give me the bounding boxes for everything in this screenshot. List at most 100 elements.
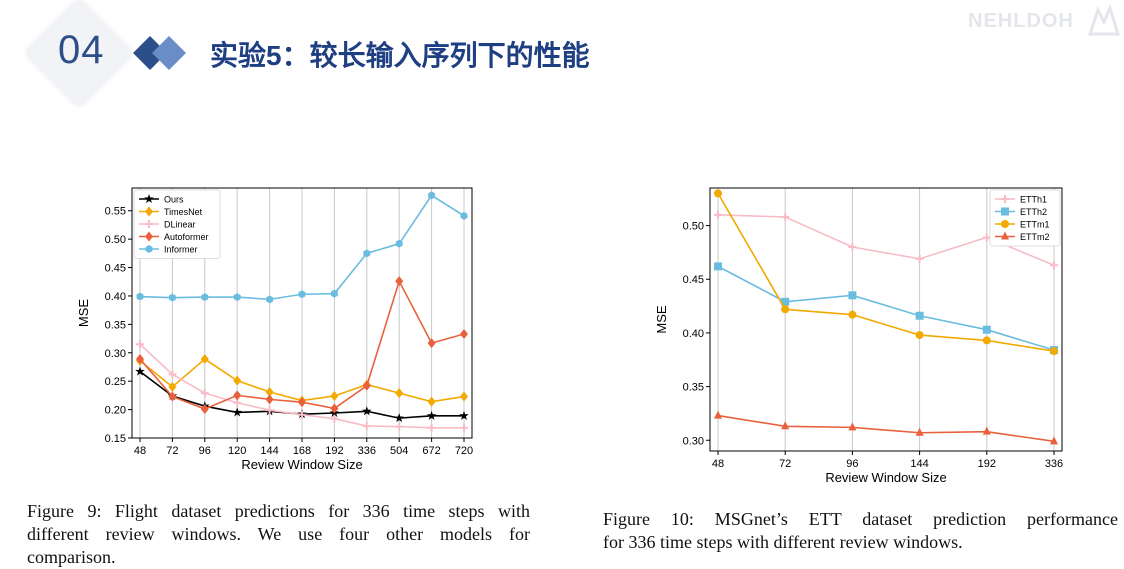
- y-axis-label: MSE: [76, 299, 91, 328]
- diamond-icon: [152, 36, 186, 70]
- legend: ETTh1 ETTh2 ETTm1 ETTm2: [989, 189, 1061, 247]
- caption-line: Figure 10: MSGnet’s ETT dataset predicti…: [603, 509, 1118, 529]
- data-point: [298, 290, 306, 299]
- data-point: [848, 243, 857, 252]
- legend-marker: [1001, 207, 1009, 216]
- data-point: [330, 390, 339, 401]
- legend-label: Ours: [164, 195, 184, 205]
- data-point: [136, 340, 144, 349]
- y-tick-label: 0.50: [683, 221, 704, 233]
- data-point: [1050, 436, 1058, 445]
- data-point: [714, 210, 722, 219]
- data-point: [915, 427, 924, 436]
- legend-marker: [145, 231, 153, 242]
- x-tick-label: 168: [293, 445, 311, 457]
- x-tick-label: 672: [422, 445, 440, 457]
- data-point: [168, 293, 176, 302]
- data-point: [330, 289, 338, 298]
- data-point: [714, 410, 722, 419]
- x-tick-label: 72: [166, 445, 178, 457]
- series-line: [717, 265, 1055, 351]
- series-informer: [136, 191, 468, 304]
- x-tick-label: 48: [712, 458, 724, 470]
- x-tick-label: 720: [455, 445, 473, 457]
- data-point: [982, 233, 991, 242]
- y-tick-label: 0.50: [105, 234, 126, 246]
- y-tick-label: 0.40: [683, 328, 704, 340]
- caption-line: different review windows. We use four ot…: [27, 524, 530, 544]
- watermark-text: NEHLDOH: [968, 10, 1074, 32]
- data-point: [460, 391, 468, 402]
- data-point: [781, 297, 790, 306]
- x-tick-label: 72: [779, 458, 791, 470]
- data-point: [168, 370, 177, 379]
- data-point: [330, 414, 339, 423]
- data-point: [233, 390, 242, 401]
- data-point: [136, 354, 144, 365]
- y-tick-label: 0.15: [105, 433, 126, 445]
- data-point: [915, 311, 924, 320]
- data-point: [395, 276, 404, 287]
- data-point: [460, 211, 468, 220]
- data-point: [426, 410, 437, 420]
- data-point: [233, 375, 242, 386]
- y-tick-label: 0.25: [105, 376, 126, 388]
- data-point: [266, 295, 274, 304]
- data-point: [848, 310, 857, 319]
- data-point: [982, 336, 991, 345]
- series-dlinear: [136, 340, 468, 432]
- data-point: [200, 354, 209, 365]
- data-point: [781, 421, 790, 430]
- legend-marker: [1001, 195, 1009, 203]
- legend-marker: [145, 206, 153, 217]
- series-line: [717, 414, 1055, 443]
- ett-dataset-chart: 48 72 96 144 192 336 0.30 0.35 0.40 0.45 0.50 Revie…: [654, 187, 1063, 485]
- data-point: [136, 292, 144, 301]
- legend: Ours TimesNet DLinear Autoformer Informer: [133, 189, 221, 259]
- data-point: [848, 422, 857, 431]
- y-tick-label: 0.35: [105, 319, 126, 331]
- data-point: [265, 406, 274, 415]
- data-point: [982, 325, 991, 334]
- watermark-logo-icon: [1087, 4, 1121, 36]
- x-tick-label: 144: [910, 458, 928, 470]
- series-line: [717, 192, 1055, 352]
- data-point: [395, 239, 403, 248]
- legend-marker: [144, 194, 154, 204]
- x-tick-label: 192: [325, 445, 343, 457]
- figure-10-caption: Figure 10: MSGnet’s ETT dataset predicti…: [603, 508, 1118, 554]
- plot-frame: [709, 187, 1063, 452]
- data-point: [363, 249, 371, 258]
- legend-box: [133, 189, 221, 259]
- data-point: [233, 293, 241, 302]
- page-title: 实验5：较长输入序列下的性能: [210, 40, 590, 71]
- data-point: [1050, 347, 1058, 356]
- legend-label: ETTh1: [1020, 195, 1047, 205]
- x-tick-label: 336: [1045, 458, 1063, 470]
- data-point: [394, 413, 404, 423]
- x-axis-label: Review Window Size: [825, 470, 946, 485]
- data-point: [265, 386, 274, 397]
- x-tick-label: 192: [978, 458, 996, 470]
- legend-marker: [145, 245, 153, 253]
- y-tick-label: 0.55: [105, 206, 126, 218]
- x-tick-label: 144: [260, 445, 278, 457]
- caption-line: Figure 9: Flight dataset predictions for…: [27, 501, 530, 521]
- data-point: [427, 338, 436, 349]
- y-tick-label: 0.30: [105, 348, 126, 360]
- data-point: [714, 189, 722, 198]
- data-point: [982, 426, 991, 435]
- data-point: [427, 423, 436, 432]
- x-tick-label: 336: [358, 445, 376, 457]
- data-point: [168, 381, 177, 392]
- data-point: [168, 391, 177, 402]
- series-autoformer: [136, 276, 468, 415]
- y-tick-label: 0.40: [105, 291, 126, 303]
- figure-9-caption: Figure 9: Flight dataset predictions for…: [27, 500, 530, 569]
- data-point: [781, 212, 790, 221]
- legend-label: ETTm2: [1020, 232, 1050, 242]
- data-point: [200, 404, 209, 415]
- data-point: [459, 410, 469, 420]
- data-point: [427, 396, 436, 407]
- legend-label: Informer: [164, 245, 198, 255]
